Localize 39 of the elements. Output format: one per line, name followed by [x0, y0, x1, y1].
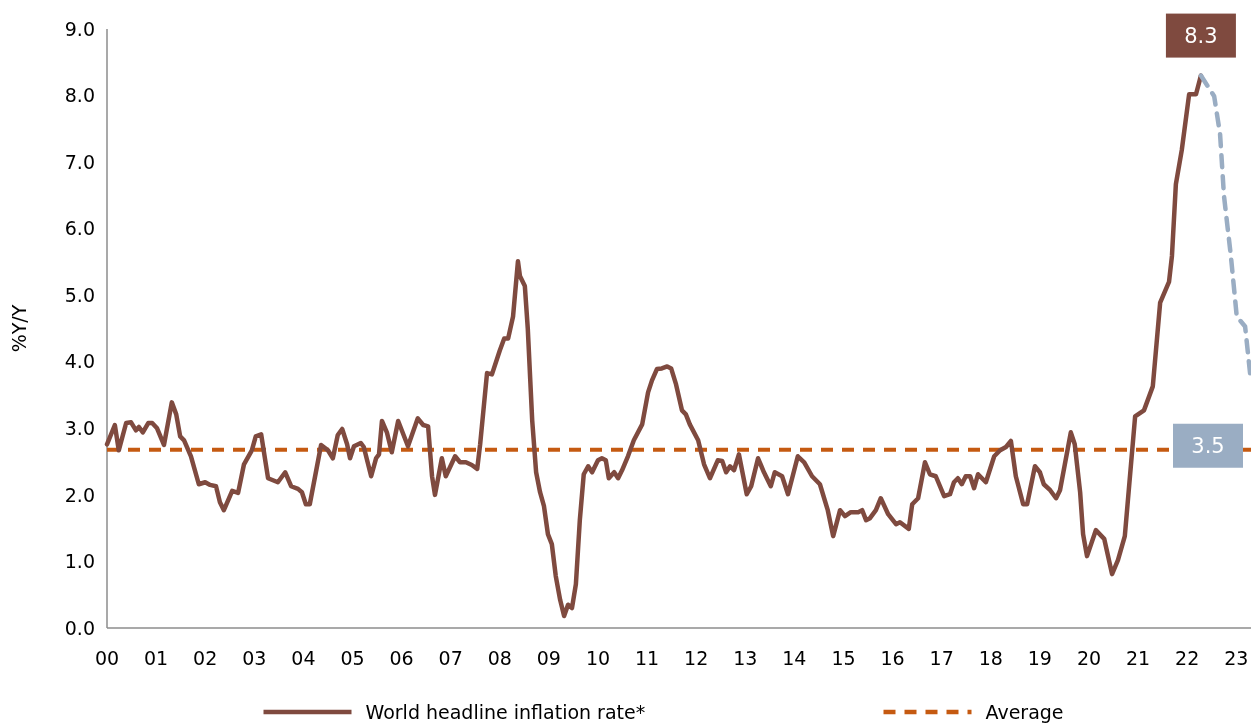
y-tick-label: 1.0	[64, 550, 95, 573]
x-tick-label: 13	[733, 646, 758, 669]
x-tick-label: 05	[340, 646, 365, 669]
y-tick-label: 8.0	[64, 84, 95, 107]
annotation: 8.3	[1184, 23, 1218, 48]
y-tick-label: 6.0	[64, 217, 95, 240]
y-tick-label: 7.0	[64, 150, 95, 173]
x-tick-label: 14	[782, 646, 807, 669]
legend-label: Average	[985, 700, 1064, 723]
x-tick-label: 09	[536, 646, 561, 669]
x-tick-label: 04	[291, 646, 316, 669]
y-axis-title: %Y/Y	[8, 304, 30, 353]
x-tick-label: 00	[94, 646, 120, 669]
x-tick-label: 08	[487, 646, 512, 669]
x-tick-label: 19	[1027, 646, 1052, 669]
x-tick-label: 17	[929, 646, 954, 669]
x-tick-label: 01	[144, 646, 169, 669]
x-tick-label: 18	[978, 646, 1003, 669]
y-tick-label: 9.0	[64, 17, 95, 40]
x-tick-label: 12	[684, 646, 709, 669]
x-tick-label: 16	[880, 646, 905, 669]
y-tick-label: 4.0	[64, 350, 95, 373]
x-tick-label: 15	[831, 646, 856, 669]
y-tick-label: 3.0	[64, 416, 95, 439]
y-tick-label: 5.0	[64, 283, 95, 306]
x-tick-label: 11	[634, 646, 660, 669]
legend-label: World headline inflation rate*	[365, 700, 646, 723]
x-tick-label: 06	[389, 646, 414, 669]
x-tick-label: 02	[193, 646, 218, 669]
annotation: 3.5	[1191, 434, 1225, 459]
x-tick-label: 22	[1175, 646, 1200, 669]
x-tick-label: 21	[1125, 646, 1151, 669]
y-tick-label: 2.0	[64, 483, 95, 506]
x-tick-label: 03	[242, 646, 267, 669]
y-tick-label: 0.0	[64, 616, 95, 639]
x-tick-label: 07	[438, 646, 463, 669]
x-tick-label: 23	[1224, 646, 1249, 669]
x-tick-label: 20	[1076, 646, 1102, 669]
x-tick-label: 10	[585, 646, 611, 669]
